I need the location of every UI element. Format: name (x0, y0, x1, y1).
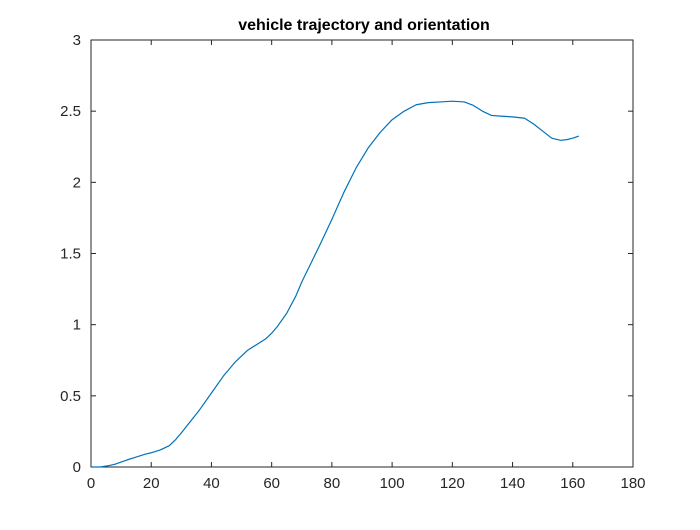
x-tick-label: 80 (324, 475, 341, 492)
x-tick-label: 160 (560, 475, 585, 492)
x-tick-label: 180 (620, 475, 645, 492)
chart-title: vehicle trajectory and orientation (238, 17, 490, 34)
y-tick-label: 0.5 (60, 388, 81, 405)
x-tick-label: 60 (263, 475, 280, 492)
y-tick-label: 3 (73, 32, 81, 49)
y-tick-label: 1.5 (60, 246, 81, 263)
x-tick-label: 100 (380, 475, 405, 492)
x-axis: 0 20 40 60 80 100 120 140 160 180 (87, 40, 646, 492)
axes-box (90, 39, 634, 468)
series-line-0 (91, 100, 580, 468)
x-tick-label: 40 (203, 475, 220, 492)
x-tick-label: 0 (87, 475, 95, 492)
y-tick-label: 2 (73, 174, 81, 191)
x-tick-label: 140 (500, 475, 525, 492)
y-tick-label: 2.5 (60, 103, 81, 120)
x-tick-label: 120 (440, 475, 465, 492)
series-layer (91, 100, 580, 468)
y-tick-label: 1 (73, 317, 81, 334)
y-tick-label: 0 (73, 459, 81, 476)
y-axis: 0 0.5 1 1.5 2 2.5 3 (60, 32, 633, 476)
x-tick-label: 20 (143, 475, 160, 492)
